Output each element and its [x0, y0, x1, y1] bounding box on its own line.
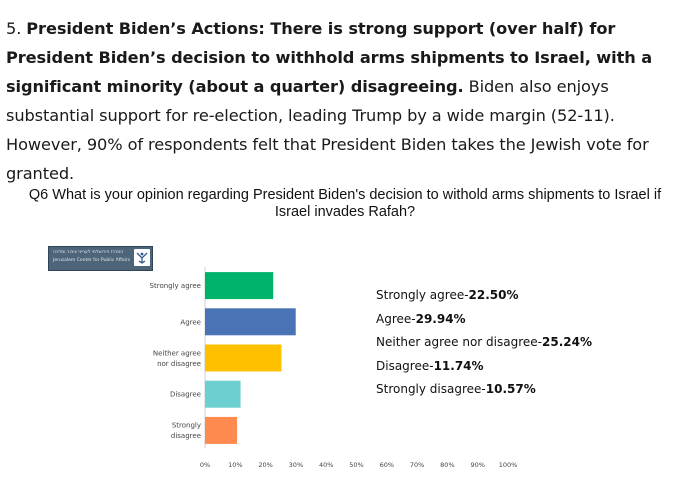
chart-title: Q6 What is your opinion regarding Presid… — [28, 187, 662, 220]
legend-entry: Strongly disagree-10.57% — [376, 381, 592, 405]
bar-3 — [205, 380, 241, 408]
category-label: Strongly agree — [150, 282, 201, 290]
legend-label: Disagree- — [376, 358, 434, 373]
bar-0 — [205, 272, 274, 300]
x-tick-label: 80% — [440, 461, 454, 469]
bar-1 — [205, 308, 296, 336]
jcpa-emblem-icon — [134, 249, 150, 266]
bold-statement: President Biden’s Actions: There is stro… — [6, 19, 653, 96]
x-tick-label: 10% — [228, 461, 242, 469]
legend-percent: 10.57% — [485, 382, 536, 396]
category-label: Strongly — [172, 422, 201, 430]
legend-entry: Strongly agree-22.50% — [376, 287, 592, 311]
category-label: Neither agree — [153, 349, 201, 357]
chart-legend: Strongly agree-22.50% Agree-29.94% Neither… — [376, 287, 592, 405]
x-tick-label: 100% — [499, 461, 518, 469]
legend-percent: 25.24% — [542, 335, 592, 349]
category-label: nor disagree — [157, 360, 201, 368]
item-number: 5. — [6, 19, 22, 38]
legend-label: Strongly agree- — [376, 288, 469, 302]
jcpa-logo: המרכז הירושלמי לענייני ציבור ומדינה Jeru… — [48, 246, 153, 271]
x-tick-label: 70% — [410, 461, 424, 469]
category-label: Agree — [180, 318, 201, 326]
x-tick-label: 50% — [349, 461, 363, 469]
bar-4 — [205, 416, 238, 444]
x-tick-label: 0% — [200, 461, 210, 469]
bar-2 — [205, 344, 282, 372]
legend-label: Neither agree nor disagree- — [376, 335, 542, 349]
legend-percent: 22.50% — [468, 288, 519, 302]
x-tick-label: 20% — [258, 461, 272, 469]
legend-entry: Disagree-11.74% — [376, 358, 592, 382]
logo-english-text: Jerusalem Center for Public Affairs — [53, 258, 131, 263]
logo-hebrew-text: המרכז הירושלמי לענייני ציבור ומדינה — [53, 250, 124, 255]
legend-entry: Neither agree nor disagree-25.24% — [376, 334, 592, 358]
x-tick-label: 60% — [380, 461, 394, 469]
legend-percent: 11.74% — [433, 358, 484, 373]
category-label: disagree — [171, 432, 201, 440]
category-label: Disagree — [170, 391, 201, 399]
x-tick-label: 40% — [319, 461, 333, 469]
x-tick-label: 30% — [289, 461, 303, 469]
legend-percent: 29.94% — [415, 311, 466, 326]
x-tick-label: 90% — [470, 461, 484, 469]
legend-label: Strongly disagree- — [376, 382, 486, 396]
legend-label: Agree- — [376, 311, 416, 326]
body-text: Biden also enjoys substantial support fo… — [6, 77, 649, 183]
article-paragraph: 5. President Biden’s Actions: There is s… — [6, 14, 686, 188]
legend-entry: Agree-29.94% — [376, 311, 592, 335]
